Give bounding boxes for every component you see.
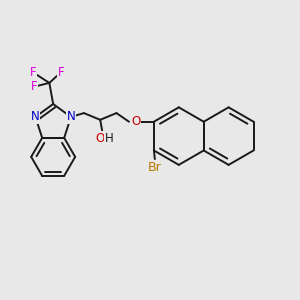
Text: Br: Br: [148, 161, 162, 174]
Text: F: F: [31, 80, 37, 93]
Text: N: N: [67, 110, 75, 123]
Text: F: F: [58, 66, 64, 79]
Text: O: O: [131, 115, 140, 128]
Text: H: H: [104, 131, 113, 145]
Text: O: O: [95, 131, 104, 145]
Text: F: F: [30, 66, 36, 79]
Text: N: N: [31, 110, 40, 123]
